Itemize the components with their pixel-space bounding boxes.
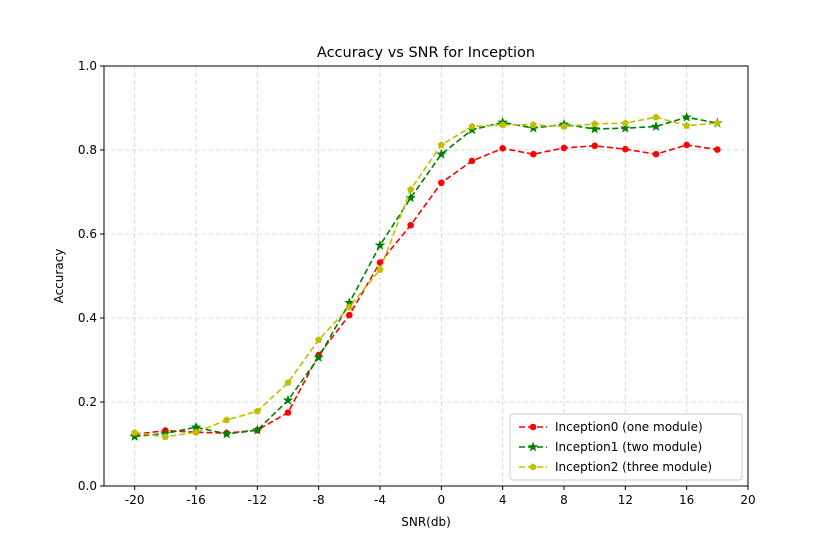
- data-point: [621, 119, 629, 127]
- x-tick-label: -20: [125, 493, 145, 507]
- data-point: [499, 145, 506, 152]
- axis-ticks: -20 -16 -12 -8 -4 0 4 8 12 16 20 0.0 0.2 0.4 0.6 0.8 1.0: [78, 59, 756, 507]
- data-point: [650, 121, 662, 131]
- x-tick-label: -8: [313, 493, 325, 507]
- x-tick-label: 0: [438, 493, 446, 507]
- x-tick-label: -16: [186, 493, 206, 507]
- y-tick-label: 0.0: [78, 479, 97, 493]
- legend-marker: [527, 441, 539, 452]
- data-point: [683, 141, 690, 149]
- data-point: [620, 122, 631, 133]
- data-point: [529, 121, 537, 128]
- y-tick-label: 0.8: [78, 143, 97, 157]
- legend-label: Inception1 (two module): [555, 440, 702, 454]
- legend-item: Inception2 (three module): [519, 460, 712, 474]
- data-point: [438, 179, 445, 187]
- legend-item: Inception1 (two module): [519, 440, 702, 454]
- x-tick-label: -12: [248, 493, 268, 507]
- y-tick-label: 1.0: [78, 59, 97, 73]
- series-line: [134, 116, 718, 438]
- x-tick-label: 20: [740, 493, 755, 507]
- data-point: [282, 394, 294, 405]
- x-tick-label: 8: [560, 493, 568, 507]
- data-point: [407, 221, 414, 229]
- data-point: [683, 121, 691, 129]
- data-point: [560, 122, 568, 130]
- legend-box: [509, 413, 743, 481]
- y-tick-label: 0.6: [78, 227, 97, 241]
- data-point: [468, 157, 476, 165]
- series-line: [134, 144, 718, 436]
- data-point: [468, 122, 476, 130]
- data-point: [284, 378, 292, 386]
- series-1: [129, 111, 723, 441]
- data-point: [681, 111, 692, 122]
- data-point: [223, 416, 231, 424]
- data-point: [713, 119, 721, 127]
- data-point: [131, 428, 139, 436]
- data-point: [346, 311, 353, 319]
- data-point: [499, 121, 507, 128]
- data-point: [192, 428, 200, 436]
- y-tick-label: 0.4: [78, 311, 97, 325]
- x-tick-label: 4: [499, 493, 507, 507]
- data-point: [161, 433, 169, 440]
- data-point: [407, 185, 415, 193]
- data-point: [284, 409, 292, 416]
- legend: Inception0 (one module) Inception1 (two m…: [509, 413, 743, 481]
- data-point: [591, 142, 598, 150]
- data-point: [652, 113, 660, 121]
- data-point: [560, 144, 568, 152]
- legend-label: Inception2 (three module): [555, 460, 712, 474]
- x-tick-label: -4: [374, 493, 386, 507]
- data-point: [129, 430, 140, 441]
- data-point: [253, 407, 261, 415]
- data-point: [652, 150, 660, 158]
- legend-label: Inception0 (one module): [555, 420, 703, 434]
- data-point: [374, 239, 386, 250]
- data-point: [376, 265, 384, 273]
- data-point: [221, 428, 232, 439]
- series-2: [131, 113, 721, 440]
- data-point: [622, 145, 629, 153]
- legend-marker: [529, 423, 537, 431]
- data-point: [714, 146, 721, 153]
- data-point: [315, 336, 323, 343]
- data-point: [530, 150, 537, 158]
- data-point: [436, 148, 447, 159]
- data-point: [345, 303, 353, 311]
- y-axis-title: Accuracy: [52, 249, 66, 304]
- legend-marker: [529, 463, 537, 471]
- plot-frame: [103, 65, 749, 487]
- data-point: [589, 123, 600, 134]
- chart-title: Accuracy vs SNR for Inception: [317, 45, 535, 61]
- x-axis-title: SNR(db): [401, 515, 451, 529]
- y-tick-label: 0.2: [78, 395, 97, 409]
- data-series: [129, 111, 723, 441]
- data-point: [591, 120, 599, 128]
- data-point: [313, 352, 324, 362]
- legend-item: Inception0 (one module): [519, 420, 703, 434]
- x-tick-label: 16: [679, 493, 694, 507]
- data-point: [252, 424, 263, 435]
- data-point: [437, 141, 445, 149]
- x-tick-label: 12: [618, 493, 633, 507]
